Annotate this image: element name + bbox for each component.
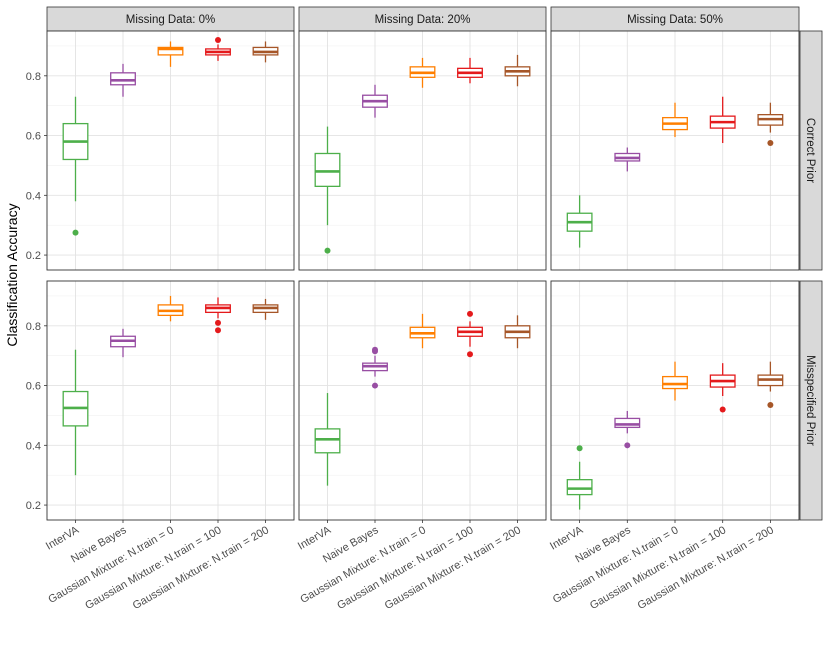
boxplot-1 [314, 393, 341, 486]
boxplot-5 [757, 361, 784, 408]
outlier-point [467, 310, 473, 317]
outlier-point [372, 348, 378, 355]
boxplot-4 [457, 57, 483, 84]
outlier-point [324, 247, 331, 254]
boxplot-3 [409, 313, 436, 349]
outlier-point [215, 319, 221, 326]
outlier-point [72, 229, 79, 236]
boxplot-1 [62, 96, 89, 236]
facet-strip-column [550, 6, 800, 32]
outlier-point [767, 401, 774, 408]
y-tick-label: 0.2 [26, 500, 41, 512]
panel-border [298, 30, 547, 271]
y-tick-label: 0.6 [26, 381, 41, 393]
x-tick-label: InterVA [548, 524, 586, 553]
boxplot-4 [709, 96, 736, 144]
facet-strip-row [799, 30, 823, 271]
boxplot-3 [157, 41, 184, 67]
panel-border [550, 30, 800, 271]
box-iqr [314, 152, 341, 188]
facet-strip-column-label: Missing Data: 50% [627, 14, 723, 26]
boxplot-5 [504, 315, 531, 349]
boxplot-4 [205, 297, 231, 334]
boxplot-1 [566, 195, 593, 248]
boxplot-3 [157, 295, 184, 322]
y-tick-label: 0.4 [26, 190, 41, 202]
boxplot-5 [504, 54, 531, 87]
facet-strip-column-label: Missing Data: 20% [375, 14, 471, 26]
boxplot-2 [614, 147, 641, 172]
box-iqr [566, 479, 593, 496]
boxplot-3 [409, 57, 436, 88]
boxplot-1 [62, 349, 89, 476]
box-iqr [614, 417, 641, 429]
facet-strip-row [799, 280, 823, 521]
box-iqr [314, 428, 341, 454]
box-iqr [110, 72, 136, 86]
outlier-point [467, 351, 473, 358]
y-tick-label: 0.4 [26, 440, 41, 452]
outlier-point [719, 406, 726, 413]
box-iqr [157, 46, 184, 56]
outlier-point [372, 382, 378, 389]
boxplot-2 [110, 328, 136, 358]
facet-strip-column [46, 6, 295, 32]
facet-strip-row-label: Misspecified Prior [804, 355, 816, 446]
outlier-point [767, 140, 774, 147]
boxplot-3 [662, 102, 688, 138]
facet-strip-column [298, 6, 547, 32]
x-tick-label: InterVA [296, 524, 334, 553]
y-tick-label: 0.8 [26, 321, 41, 333]
y-tick-label: 0.2 [26, 250, 41, 262]
boxplot-3 [662, 361, 688, 401]
boxplot-2 [362, 84, 388, 118]
outlier-point [576, 445, 583, 452]
y-tick-label: 0.8 [26, 71, 41, 83]
boxplot-4 [709, 363, 736, 413]
boxplot-5 [757, 102, 784, 147]
facet-strip-column-label: Missing Data: 0% [126, 14, 215, 26]
boxplot-4 [457, 310, 483, 358]
x-tick-label: InterVA [44, 524, 82, 553]
outlier-point [215, 36, 221, 43]
facet-strip-row-label: Correct Prior [804, 118, 816, 183]
chart-panels-layer: Missing Data: 0% Missing Data: 20% Missing… [26, 6, 823, 612]
boxplot-2 [110, 63, 136, 97]
boxplot-5 [252, 41, 279, 63]
boxplot-2 [614, 410, 641, 449]
y-tick-label: 0.6 [26, 131, 41, 143]
box-iqr [662, 375, 688, 390]
y-axis-title: Classification Accuracy [4, 203, 20, 346]
boxplot-1 [566, 445, 593, 510]
boxplot-2 [362, 346, 388, 389]
boxplot-1 [314, 126, 341, 254]
outlier-point [624, 442, 631, 449]
panel-border [46, 30, 295, 271]
outlier-point [215, 327, 221, 334]
boxplot-4 [205, 36, 231, 61]
boxplot-5 [252, 298, 279, 320]
